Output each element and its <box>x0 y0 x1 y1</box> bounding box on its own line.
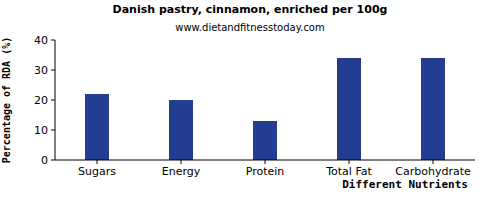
x-tick-label: Carbohydrate <box>395 165 471 178</box>
y-tick <box>51 160 55 161</box>
x-tick <box>181 160 182 164</box>
y-tick <box>51 100 55 101</box>
x-tick <box>97 160 98 164</box>
subtitle: www.dietandfitnesstoday.com <box>175 22 324 33</box>
bars <box>85 58 445 160</box>
bar <box>169 100 193 160</box>
x-axis-label: Different Nutrients <box>342 178 468 191</box>
bar <box>421 58 445 160</box>
y-tick-label: 20 <box>34 94 48 107</box>
chart-container: Danish pastry, cinnamon, enriched per 10… <box>0 0 500 200</box>
y-tick <box>51 70 55 71</box>
y-tick <box>51 40 55 41</box>
bar <box>85 94 109 160</box>
title: Danish pastry, cinnamon, enriched per 10… <box>113 3 388 16</box>
x-tick-label: Total Fat <box>325 165 372 178</box>
y-tick <box>51 130 55 131</box>
y-tick-label: 10 <box>34 124 48 137</box>
y-axis-label: Percentage of RDA (%) <box>1 37 12 163</box>
y-axis <box>55 40 56 160</box>
x-tick <box>433 160 434 164</box>
x-tick-label: Energy <box>162 165 201 178</box>
y-tick-label: 40 <box>34 34 48 47</box>
y-tick-label: 0 <box>41 154 48 167</box>
chart-svg: Danish pastry, cinnamon, enriched per 10… <box>0 0 500 200</box>
x-tick <box>349 160 350 164</box>
x-tick-label: Sugars <box>78 165 116 178</box>
bar <box>253 121 277 160</box>
x-tick-label: Protein <box>246 165 285 178</box>
bar <box>337 58 361 160</box>
y-tick-label: 30 <box>34 64 48 77</box>
x-axis <box>55 160 475 161</box>
x-tick <box>265 160 266 164</box>
